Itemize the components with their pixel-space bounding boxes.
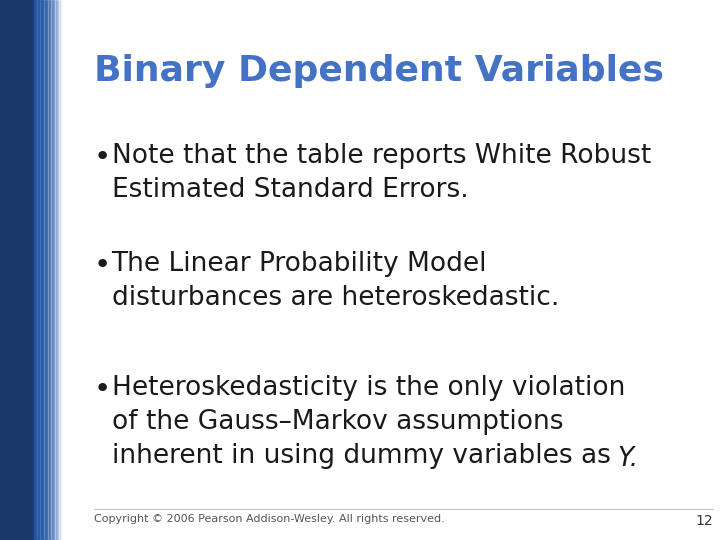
Text: Binary Dependent Variables: Binary Dependent Variables: [94, 54, 664, 88]
Text: •: •: [94, 251, 111, 279]
Bar: [43, 0, 45, 540]
Text: •: •: [94, 375, 111, 403]
Bar: [46, 0, 48, 540]
Bar: [60, 0, 61, 540]
Bar: [34, 0, 35, 540]
Bar: [35, 0, 37, 540]
Bar: [55, 0, 57, 540]
Bar: [53, 0, 54, 540]
Bar: [52, 0, 53, 540]
Bar: [50, 0, 52, 540]
Bar: [40, 0, 42, 540]
Bar: [42, 0, 43, 540]
Bar: [45, 0, 46, 540]
Text: Heteroskedasticity is the only violation
of the Gauss–Markov assumptions
inheren: Heteroskedasticity is the only violation…: [112, 375, 625, 469]
Text: •: •: [94, 143, 111, 171]
Bar: [48, 0, 49, 540]
Text: Y.: Y.: [618, 446, 639, 471]
Text: Note that the table reports White Robust
Estimated Standard Errors.: Note that the table reports White Robust…: [112, 143, 651, 203]
Bar: [39, 0, 40, 540]
Bar: [37, 0, 39, 540]
Bar: [54, 0, 55, 540]
Bar: [58, 0, 60, 540]
Text: Copyright © 2006 Pearson Addison-Wesley. All rights reserved.: Copyright © 2006 Pearson Addison-Wesley.…: [94, 514, 444, 524]
Bar: [49, 0, 50, 540]
Bar: [0, 0, 34, 540]
Text: The Linear Probability Model
disturbances are heteroskedastic.: The Linear Probability Model disturbance…: [112, 251, 559, 311]
Text: 12: 12: [696, 514, 713, 528]
Bar: [57, 0, 58, 540]
